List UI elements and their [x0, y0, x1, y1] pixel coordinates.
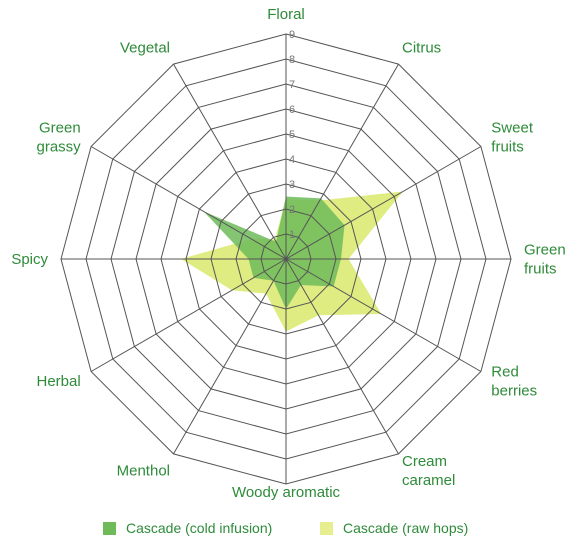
axis-label-green-grassy: Green grassy	[37, 120, 82, 156]
axis-spoke	[173, 258, 287, 455]
tick-label: 1	[289, 229, 295, 241]
axis-label-red-berries: Red berries	[491, 364, 537, 400]
legend-label-raw-hops: Cascade (raw hops)	[343, 520, 469, 536]
axis-spoke	[285, 146, 482, 260]
axis-label-line: Cream	[402, 453, 447, 470]
axis-label-line: caramel	[402, 472, 455, 489]
axis-spoke	[90, 146, 287, 260]
series-area-cascade-cold-infusion	[203, 196, 345, 309]
tick-labels: 1 2 3 4 5 6 7 8 9	[289, 29, 295, 241]
tick-label: 9	[289, 29, 295, 41]
legend-label-cold-infusion: Cascade (cold infusion)	[126, 520, 273, 536]
axis-label-line: Spicy	[11, 251, 48, 268]
radar-chart: 1 2 3 4 5 6 7 8 9 Floral Citrus Sweet fruits Green fr…	[11, 6, 565, 501]
legend-swatch-raw-hops	[320, 521, 333, 535]
axis-label-line: Citrus	[402, 40, 441, 57]
axis-spoke	[90, 258, 287, 372]
axis-label-menthol: Menthol	[117, 462, 170, 479]
axis-label-line: Menthol	[117, 462, 170, 479]
tick-label: 7	[289, 79, 295, 91]
axis-label-cream-caramel: Cream caramel	[402, 453, 455, 489]
legend: Cascade (cold infusion) Cascade (raw hop…	[0, 520, 579, 544]
axis-label-woody-aromatic: Woody aromatic	[232, 484, 341, 501]
axis-label-herbal: Herbal	[37, 373, 81, 390]
axis-label-line: Green	[39, 120, 81, 137]
tick-label: 6	[289, 104, 295, 116]
axis-label-green-fruits: Green fruits	[524, 242, 566, 278]
tick-label: 2	[289, 204, 295, 216]
axis-label-floral: Floral	[267, 6, 305, 23]
axis-label-line: Woody aromatic	[232, 484, 341, 501]
tick-label: 8	[289, 54, 295, 66]
legend-swatch-cold-infusion	[103, 521, 116, 535]
axis-label-line: berries	[491, 383, 537, 400]
axis-label-line: Red	[491, 364, 519, 381]
axis-label-sweet-fruits: Sweet fruits	[491, 120, 534, 156]
axis-spoke	[173, 63, 287, 260]
axis-spoke	[285, 258, 482, 372]
axis-labels: Floral Citrus Sweet fruits Green fruits Red ber…	[11, 6, 565, 501]
tick-label: 4	[289, 154, 295, 166]
legend-item-raw-hops[interactable]: Cascade (raw hops)	[320, 520, 468, 536]
legend-item-cold-infusion[interactable]: Cascade (cold infusion)	[103, 520, 272, 536]
axis-spoke	[285, 63, 399, 260]
grid-layer	[60, 33, 512, 485]
axis-label-line: fruits	[524, 261, 557, 278]
tick-label: 3	[289, 179, 295, 191]
axis-label-citrus: Citrus	[402, 40, 441, 57]
axis-spoke	[285, 258, 399, 455]
axis-label-line: grassy	[37, 139, 82, 156]
series-layer	[181, 191, 403, 332]
axis-label-line: Green	[524, 242, 566, 259]
axis-label-line: Sweet	[491, 120, 534, 137]
axis-label-line: fruits	[491, 139, 524, 156]
axis-label-spicy: Spicy	[11, 251, 48, 268]
tick-label: 5	[289, 129, 295, 141]
axis-label-vegetal: Vegetal	[120, 40, 170, 57]
axis-label-line: Floral	[267, 6, 305, 23]
axis-label-line: Herbal	[37, 373, 81, 390]
axis-label-line: Vegetal	[120, 40, 170, 57]
